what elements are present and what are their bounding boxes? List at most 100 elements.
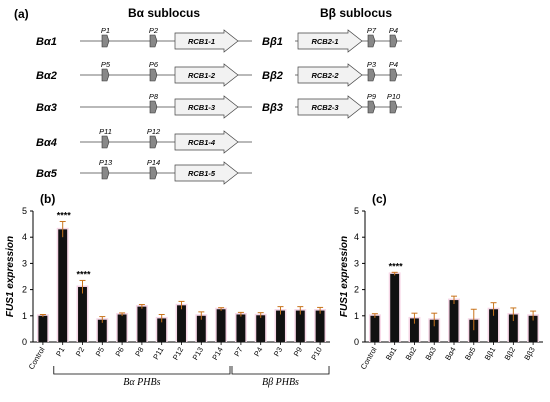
phb-p7-arrow — [367, 34, 376, 48]
phb-p3-label: P3 — [367, 60, 377, 69]
group-bracket — [231, 366, 330, 375]
phb-p4-arrow — [389, 68, 398, 82]
gene-rcb1-1-label: RCB1-1 — [188, 37, 215, 46]
y-tick-label: 3 — [354, 258, 359, 268]
bar — [256, 315, 266, 342]
gene-rcb1-3-arrow — [174, 95, 239, 119]
alpha-row-label: Bα4 — [36, 137, 57, 149]
x-tick-label: P9 — [292, 346, 304, 358]
significance-mark: **** — [57, 210, 72, 220]
x-tick-label: P5 — [94, 346, 106, 358]
phb-p11-label: P11 — [99, 127, 112, 136]
gene-rcb1-2-label: RCB1-2 — [188, 71, 216, 80]
bar — [78, 286, 87, 342]
beta-row-2: Bβ2 RCB2-2 P3 P4 — [262, 60, 402, 87]
phb-p8-arrow — [149, 100, 158, 114]
panel-c-chart: (c) 0 1 2 3 4 5 FUS1 expression Control Bα1 Bα2 Bα3… — [339, 192, 543, 371]
beta-row-1: Bβ1 RCB2-1 P7 P4 — [262, 26, 402, 53]
x-tick-label: P6 — [113, 346, 125, 358]
phb-p14-label: P14 — [147, 158, 160, 167]
x-tick-label: P1 — [54, 346, 66, 358]
panel-label: (b) — [40, 192, 55, 206]
gene-rcb2-1-arrow — [297, 29, 363, 53]
x-tick-label: P12 — [171, 346, 185, 362]
bar — [528, 315, 538, 342]
gene-rcb2-3-label: RCB2-3 — [311, 103, 339, 112]
x-tick-label: Bβ2 — [503, 346, 518, 362]
bar — [315, 310, 325, 342]
phb-p8-label: P8 — [149, 92, 159, 101]
phb-p6-arrow — [149, 68, 158, 82]
beta-row-label: Bβ3 — [262, 102, 283, 114]
phb-p14-arrow — [149, 166, 158, 180]
alpha-row-label: Bα1 — [36, 36, 57, 48]
panel-b-chart: (b) 0 1 2 3 4 5 FUS1 expression Control P1 P2 P5 P6 P… — [5, 192, 330, 388]
phb-p1-label: P1 — [101, 26, 110, 35]
y-axis-label: FUS1 expression — [339, 236, 350, 317]
y-tick-label: 0 — [354, 337, 359, 347]
gene-rcb1-3-label: RCB1-3 — [188, 103, 216, 112]
alpha-row-4: Bα4 P11 P12 RCB1-4 — [36, 127, 252, 154]
gene-rcb2-2-label: RCB2-2 — [311, 71, 339, 80]
phb-p10-arrow — [389, 100, 398, 114]
x-tick-label: Bα4 — [443, 346, 458, 362]
gene-rcb1-1-arrow — [174, 29, 239, 53]
x-tick-label: Bβ3 — [522, 346, 537, 362]
y-tick-label: 4 — [22, 232, 27, 242]
x-tick-label: P14 — [210, 346, 224, 362]
bar — [216, 309, 226, 342]
panel-a-label: (a) — [14, 7, 29, 21]
x-tick-label: P4 — [252, 346, 264, 358]
y-axis-label: FUS1 expression — [5, 236, 16, 317]
bar — [58, 229, 68, 342]
x-tick-label: Bβ1 — [483, 346, 498, 362]
beta-sublocus-title: Bβ sublocus — [320, 6, 392, 20]
x-tick-label: Bα3 — [423, 346, 438, 362]
gene-rcb2-3-arrow — [297, 95, 363, 119]
group-bracket — [53, 366, 231, 375]
x-tick-label: Control — [27, 345, 47, 371]
gene-rcb1-4-arrow — [174, 130, 239, 154]
bar — [276, 310, 285, 342]
y-tick-label: 5 — [354, 206, 359, 216]
x-tick-label: P7 — [232, 346, 244, 358]
y-tick-label: 1 — [354, 311, 359, 321]
gene-rcb1-5-label: RCB1-5 — [188, 169, 216, 178]
bar — [295, 310, 305, 342]
alpha-row-label: Bα5 — [36, 168, 58, 180]
x-tick-label: Bα1 — [384, 346, 399, 362]
gene-rcb2-2-arrow — [297, 63, 363, 87]
bar — [409, 318, 419, 342]
phb-p11-arrow — [101, 135, 110, 149]
alpha-row-3: Bα3 P8 RCB1-3 — [36, 92, 252, 119]
gene-rcb2-1-label: RCB2-1 — [311, 37, 338, 46]
group-label: Bα PHBs — [123, 377, 160, 388]
significance-mark: **** — [389, 261, 404, 271]
x-tick-label: Bα5 — [463, 346, 478, 362]
gene-rcb1-4-label: RCB1-4 — [188, 138, 216, 147]
phb-p9-arrow — [367, 100, 376, 114]
x-tick-label: P13 — [191, 346, 205, 362]
beta-row-label: Bβ1 — [262, 36, 283, 48]
y-tick-label: 2 — [354, 285, 359, 295]
phb-p6-label: P6 — [149, 60, 159, 69]
bar — [489, 309, 499, 342]
phb-p12-arrow — [149, 135, 158, 149]
alpha-row-1: Bα1 P1 P2 RCB1-1 — [36, 26, 252, 53]
y-tick-label: 2 — [22, 285, 27, 295]
bar — [157, 318, 167, 342]
x-tick-label: P2 — [74, 346, 86, 358]
significance-mark: **** — [76, 269, 91, 279]
phb-p1-arrow — [101, 34, 110, 48]
phb-p9-label: P9 — [367, 92, 377, 101]
alpha-sublocus-title: Bα sublocus — [128, 6, 200, 20]
alpha-row-label: Bα3 — [36, 102, 57, 114]
x-tick-label: Bα2 — [404, 346, 419, 362]
y-tick-label: 0 — [22, 337, 27, 347]
alpha-row-2: Bα2 P5 P6 RCB1-2 — [36, 60, 252, 87]
phb-p13-label: P13 — [99, 158, 113, 167]
phb-p2-arrow — [149, 34, 158, 48]
y-tick-label: 4 — [354, 232, 359, 242]
